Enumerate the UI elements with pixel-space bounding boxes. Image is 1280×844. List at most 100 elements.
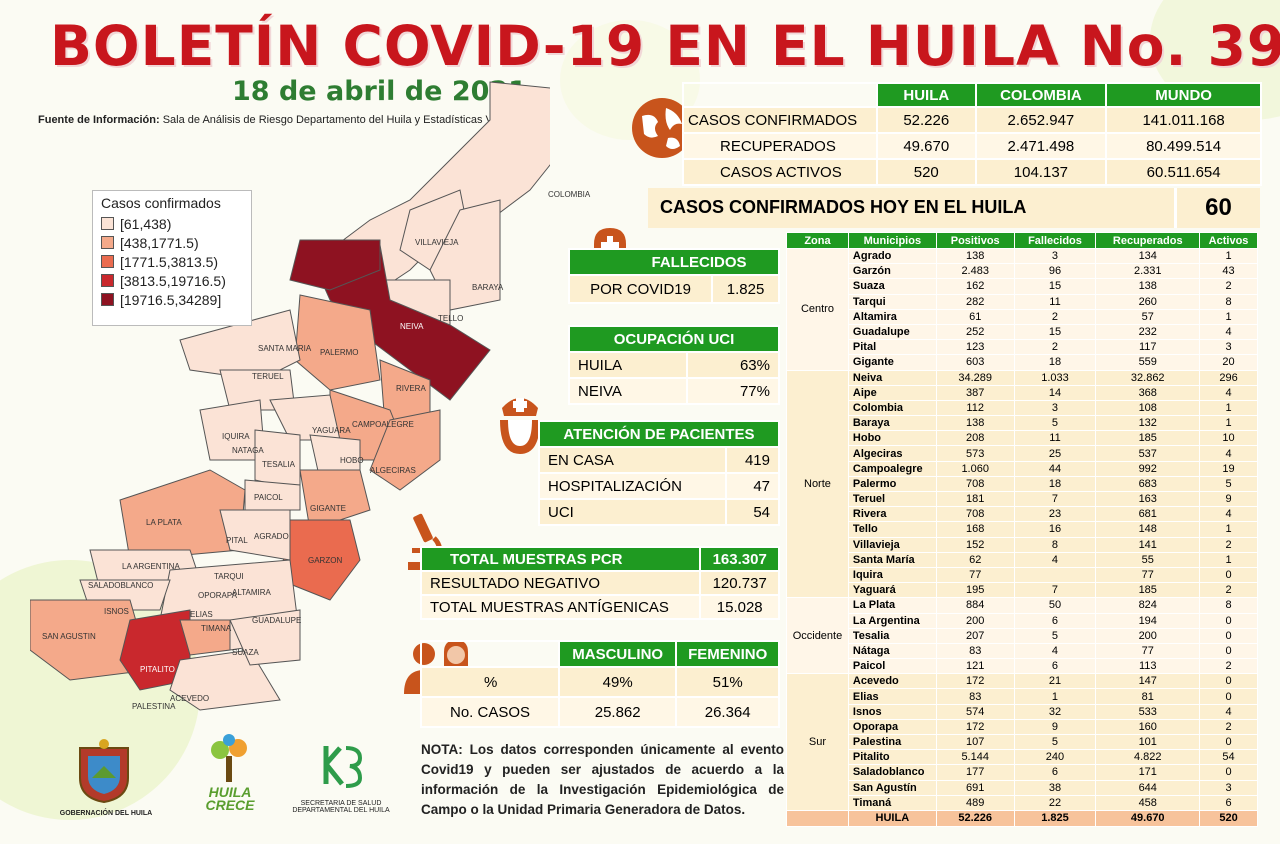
table-cell: 603 (935, 354, 1015, 371)
map-label: NEIVA (400, 322, 424, 331)
table-row: San Agustín 691 38 644 3 (786, 779, 1258, 796)
table-cell: 5 (1013, 733, 1097, 751)
map-label: TESALIA (262, 460, 295, 469)
summary-header-huila: HUILA (876, 82, 977, 108)
gobernacion-logo-text: GOBERNACIÓN DEL HUILA (59, 810, 153, 817)
table-cell: 537 (1095, 445, 1201, 462)
table-cell: 0 (1199, 642, 1258, 660)
table-cell: 4 (1199, 323, 1258, 341)
map-label: PITAL (226, 536, 248, 545)
muestras-table: TOTAL MUESTRAS PCR 163.307 RESULTADO NEGA… (419, 546, 780, 620)
table-cell: 681 (1095, 506, 1201, 523)
table-cell: 32 (1013, 703, 1097, 720)
table-cell: 1 (1199, 415, 1258, 432)
table-cell: 38 (1013, 779, 1097, 796)
table-cell: 112 (935, 399, 1015, 417)
zone-cell: Occidente (786, 597, 849, 675)
total-cell: 52.226 (935, 809, 1015, 827)
table-cell: 61 (935, 308, 1015, 325)
uci-table: OCUPACIÓN UCI HUILA 63% NEIVA 77% (567, 325, 780, 405)
table-cell: 163 (1095, 490, 1201, 508)
table-cell: 185 (1095, 582, 1201, 599)
table-cell: 0 (1199, 673, 1258, 690)
table-row: Suaza 162 15 138 2 (786, 278, 1258, 295)
table-cell: 6 (1013, 764, 1097, 781)
table-cell: 559 (1095, 354, 1201, 371)
table-cell: 168 (935, 521, 1015, 538)
legend-swatch (101, 217, 114, 230)
table-cell: 11 (1013, 430, 1097, 447)
municipality-name: Santa María (847, 551, 937, 568)
table-cell: 194 (1095, 612, 1201, 629)
table-cell: 574 (935, 703, 1015, 720)
summary-value: 141.011.168 (1105, 106, 1262, 134)
table-cell: 387 (935, 384, 1015, 401)
total-cell: 1.825 (1013, 809, 1097, 827)
table-cell: 117 (1095, 339, 1201, 356)
table-cell: 7 (1013, 582, 1097, 599)
map-label: ISNOS (104, 607, 129, 616)
uci-header: OCUPACIÓN UCI (568, 325, 780, 353)
atencion-label: UCI (537, 498, 728, 526)
municipality-name: Altamira (847, 308, 937, 325)
municipal-header: Recuperados (1095, 232, 1201, 249)
table-cell: 15 (1013, 278, 1097, 295)
table-cell: 0 (1199, 733, 1258, 751)
globe-icon (632, 98, 692, 158)
table-cell: 8 (1199, 293, 1258, 310)
table-cell: 171 (1095, 764, 1201, 781)
muestras-header-value: 163.307 (699, 546, 780, 572)
table-row: Altamira 61 2 57 1 (786, 308, 1258, 325)
legend-item: [19716.5,34289] (101, 290, 243, 309)
municipality-name: Tarqui (847, 293, 937, 310)
table-cell: 25 (1013, 445, 1097, 462)
table-cell: 1 (1199, 247, 1258, 265)
table-cell: 2 (1199, 718, 1258, 736)
today-cases-label: CASOS CONFIRMADOS HOY EN EL HUILA (660, 197, 1027, 217)
summary-value: 60.511.654 (1105, 158, 1262, 186)
map-label: COLOMBIA (548, 190, 591, 199)
summary-table: HUILA COLOMBIA MUNDO CASOS CONFIRMADOS 5… (682, 82, 1262, 186)
map-label: OPORAPA (198, 591, 237, 600)
municipality-name: Guadalupe (847, 323, 937, 341)
table-cell: 138 (1095, 278, 1201, 295)
municipal-table: Zona Municipios Positivos Fallecidos Recuper… (786, 232, 1258, 827)
table-cell: 77 (1095, 642, 1201, 660)
source-note: Fuente de Información: Sala de Análisis … (38, 114, 519, 126)
table-row: Gigante 603 18 559 20 (786, 354, 1258, 371)
legend-item: [61,438) (101, 214, 243, 233)
map-label: SUAZA (232, 648, 259, 657)
atencion-header: ATENCIÓN DE PACIENTES (538, 420, 780, 448)
table-cell: 683 (1095, 475, 1201, 493)
table-cell: 81 (1095, 688, 1201, 705)
table-cell: 2 (1013, 339, 1097, 356)
disclaimer-note: NOTA: Los datos corresponden únicamente … (421, 742, 784, 817)
table-row: Tello 168 16 148 1 (786, 521, 1258, 538)
map-region-palermo (294, 294, 381, 391)
table-cell: 101 (1095, 733, 1201, 751)
table-row: Teruel 181 7 163 9 (786, 490, 1258, 508)
municipal-header: Positivos (935, 232, 1015, 249)
table-cell: 644 (1095, 779, 1201, 796)
table-cell: 43 (1199, 263, 1258, 280)
municipal-header: Activos (1199, 232, 1258, 249)
table-cell: 160 (1095, 718, 1201, 736)
table-cell: 32.862 (1095, 369, 1201, 386)
summary-header-colombia: COLOMBIA (974, 82, 1108, 108)
table-row: Timaná 489 22 458 6 (786, 794, 1258, 811)
table-row: Rivera 708 23 681 4 (786, 506, 1258, 523)
table-row: Palestina 107 5 101 0 (786, 733, 1258, 751)
table-cell: 50 (1013, 597, 1097, 614)
genero-label: No. CASOS (420, 696, 560, 728)
table-cell: 44 (1013, 460, 1097, 477)
municipality-name: Garzón (847, 263, 937, 280)
map-label: PAICOL (254, 493, 283, 502)
table-cell: 884 (935, 597, 1015, 614)
table-cell: 62 (935, 551, 1015, 568)
municipality-name: Isnos (847, 703, 937, 720)
table-cell: 1 (1199, 551, 1258, 568)
map-region-gigante (299, 469, 371, 531)
muestras-label: TOTAL MUESTRAS ANTÍGENICAS (419, 594, 702, 620)
table-row: Guadalupe 252 15 232 4 (786, 323, 1258, 341)
municipality-name: Nátaga (847, 642, 937, 660)
